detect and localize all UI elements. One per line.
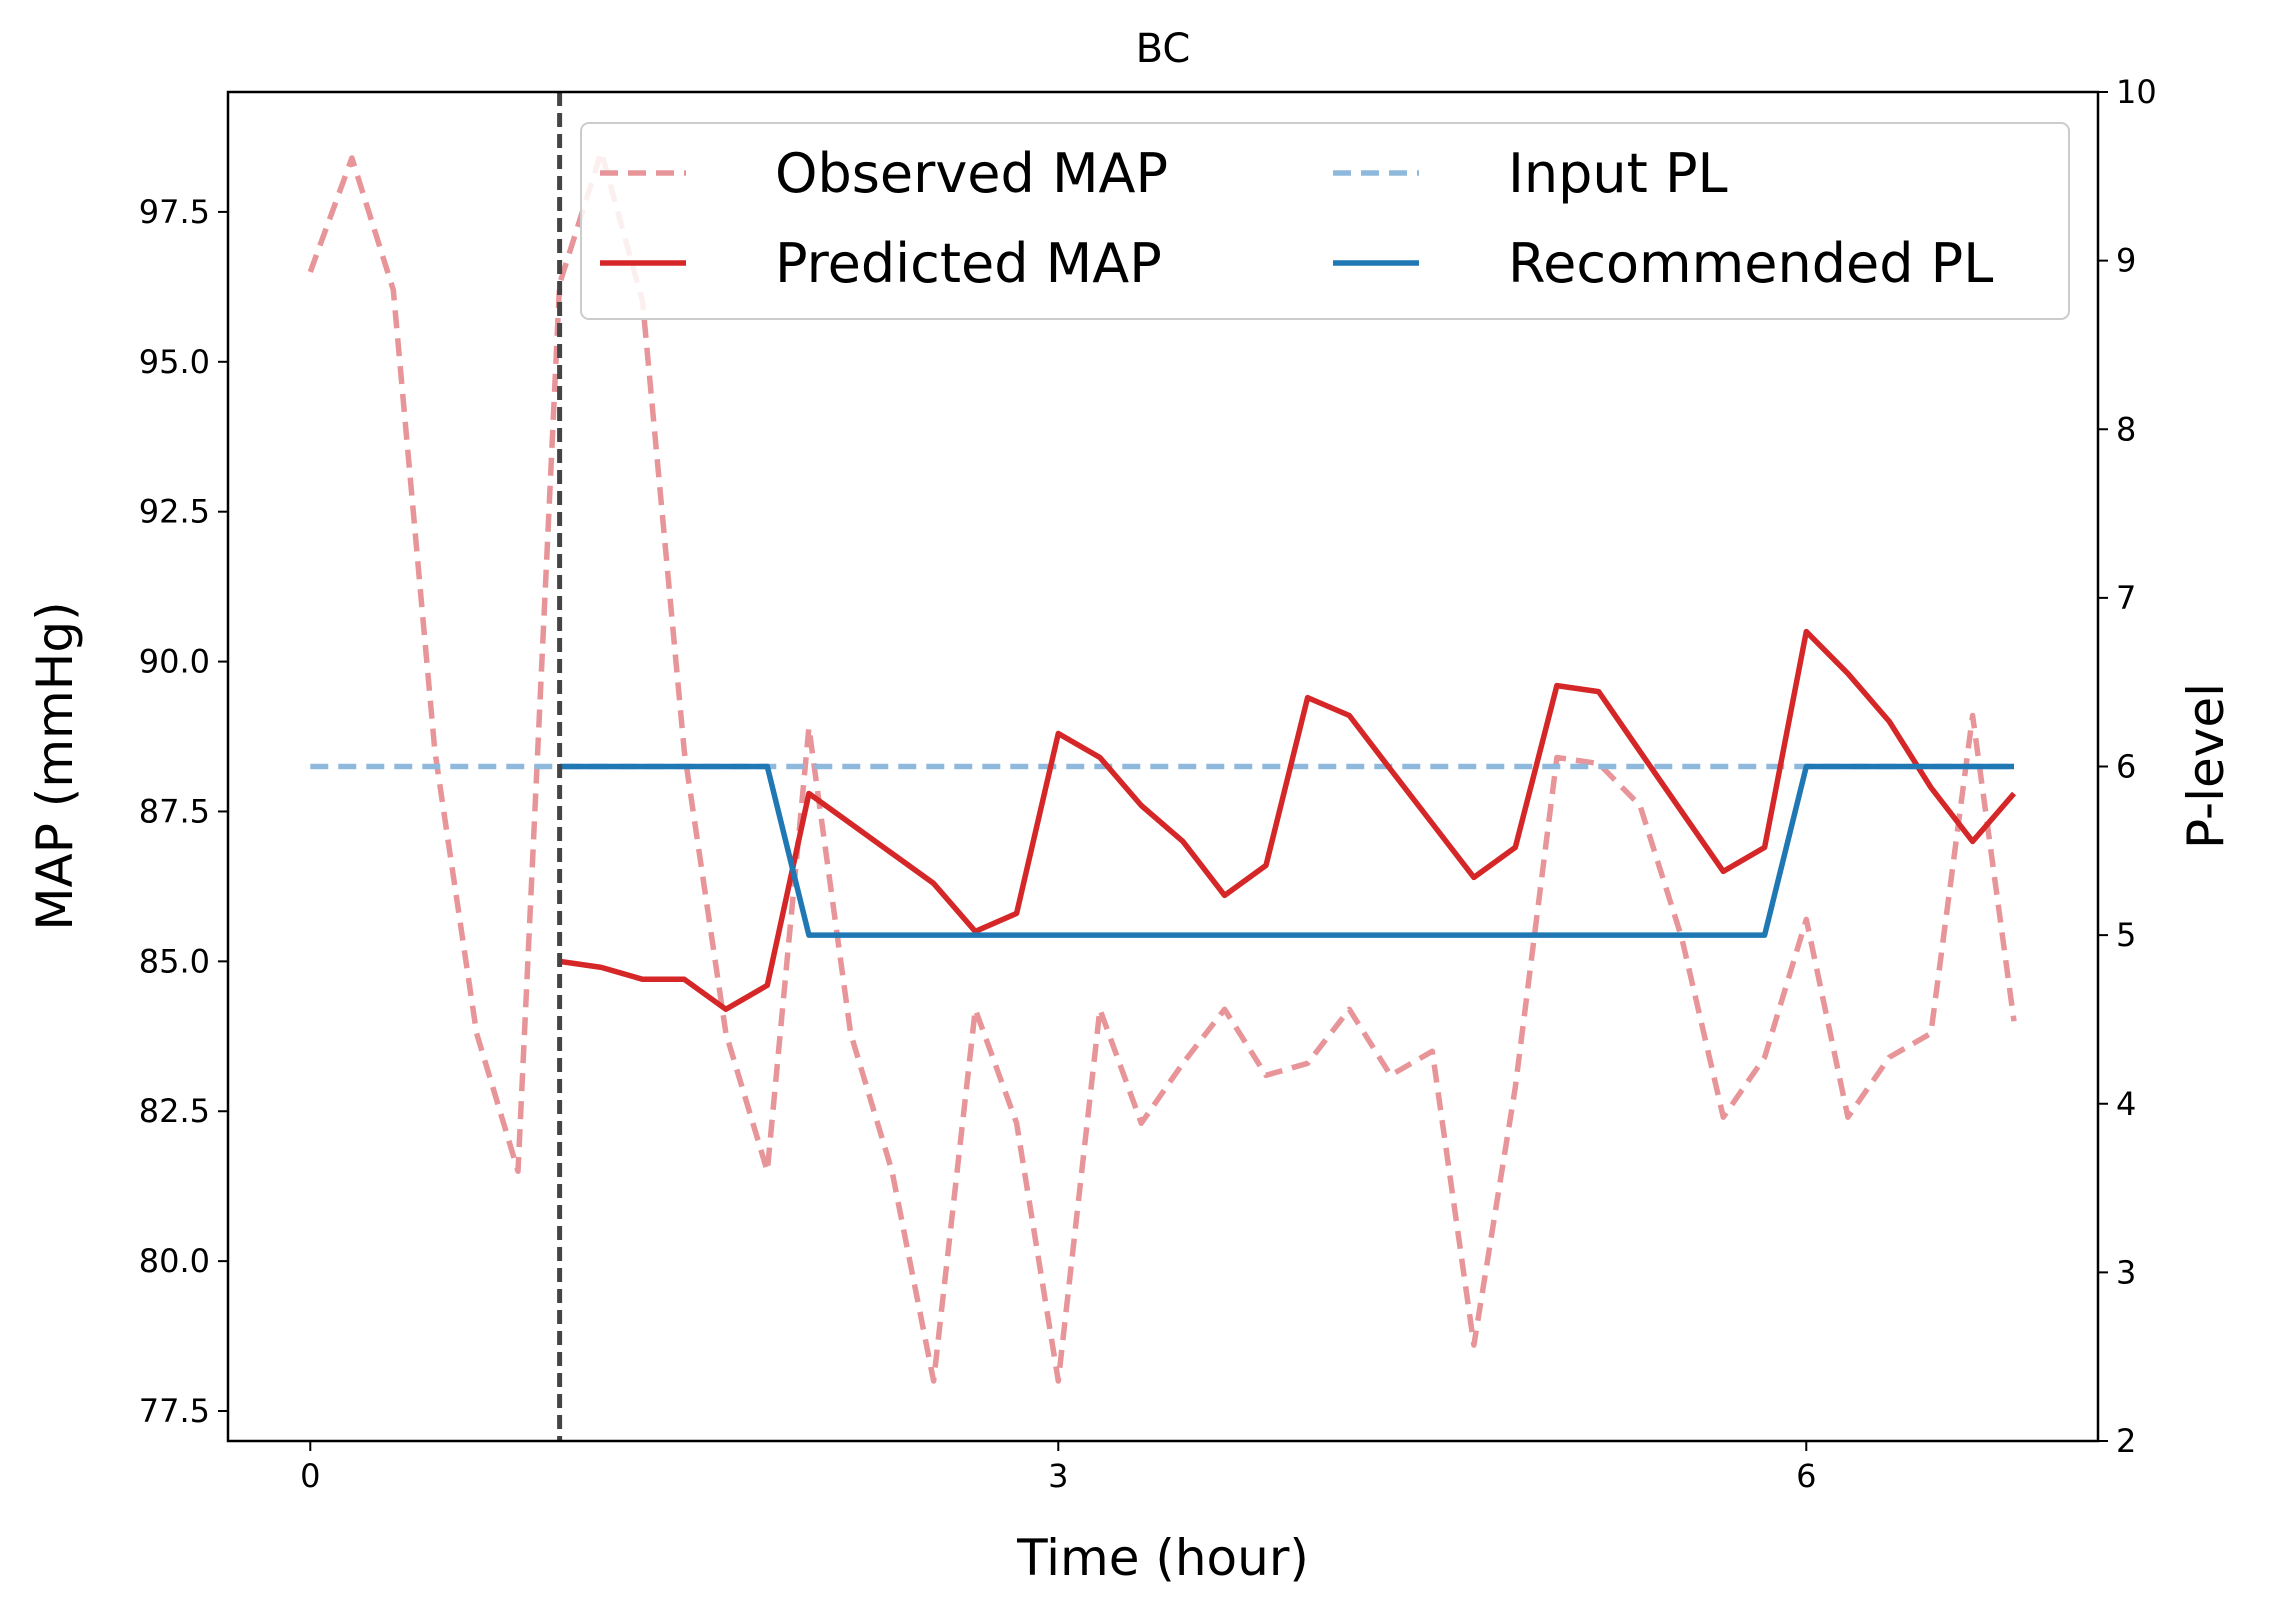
axes: 0 3 6 77.5 80.0 82.5 85.0 87.5 90.0 92.5 95.0 97.5 2… <box>139 73 2157 1495</box>
y2-tick-label: 3 <box>2116 1253 2136 1291</box>
y-tick-label: 90.0 <box>139 643 210 681</box>
x-tick-label: 0 <box>300 1457 320 1495</box>
y-tick-label: 87.5 <box>139 792 210 830</box>
x-axis-label: Time (hour) <box>1016 1529 1309 1587</box>
y2-tick-label: 8 <box>2116 410 2136 448</box>
legend-label-observed-map: Observed MAP <box>775 142 1168 205</box>
legend-label-predicted-map: Predicted MAP <box>775 232 1162 295</box>
y2-tick-label: 7 <box>2116 579 2136 617</box>
y-tick-label: 77.5 <box>139 1392 210 1430</box>
y2-tick-label: 5 <box>2116 916 2136 954</box>
legend: Observed MAP Predicted MAP Input PL Recomme… <box>580 122 2070 320</box>
y2-tick-label: 6 <box>2116 748 2136 786</box>
y2-tick-label: 9 <box>2116 242 2136 280</box>
y2-axis-label: P-level <box>2177 683 2235 849</box>
y-tick-label: 95.0 <box>139 343 210 381</box>
chart-title: BC <box>1136 26 1191 72</box>
x-tick-label: 3 <box>1048 1457 1068 1495</box>
x-tick-label: 6 <box>1796 1457 1816 1495</box>
y2-tick-label: 4 <box>2116 1085 2136 1123</box>
y2-tick-label: 10 <box>2116 73 2157 111</box>
legend-box <box>580 122 2070 320</box>
legend-label-recommended-pl: Recommended PL <box>1508 232 1993 295</box>
y-tick-label: 85.0 <box>139 942 210 980</box>
series-line-predicted-map <box>559 628 2017 1013</box>
y2-tick-label: 2 <box>2116 1422 2136 1460</box>
y-tick-label: 92.5 <box>139 493 210 531</box>
legend-label-input-pl: Input PL <box>1508 142 1728 205</box>
plot-area <box>307 92 2017 1441</box>
y-tick-label: 97.5 <box>139 193 210 231</box>
series-line-recommended-pl <box>559 763 2014 938</box>
y-tick-label: 82.5 <box>139 1092 210 1130</box>
y-axis-label: MAP (mmHg) <box>26 601 84 930</box>
y-tick-label: 80.0 <box>139 1242 210 1280</box>
series-line-observed-map <box>307 149 2017 1384</box>
